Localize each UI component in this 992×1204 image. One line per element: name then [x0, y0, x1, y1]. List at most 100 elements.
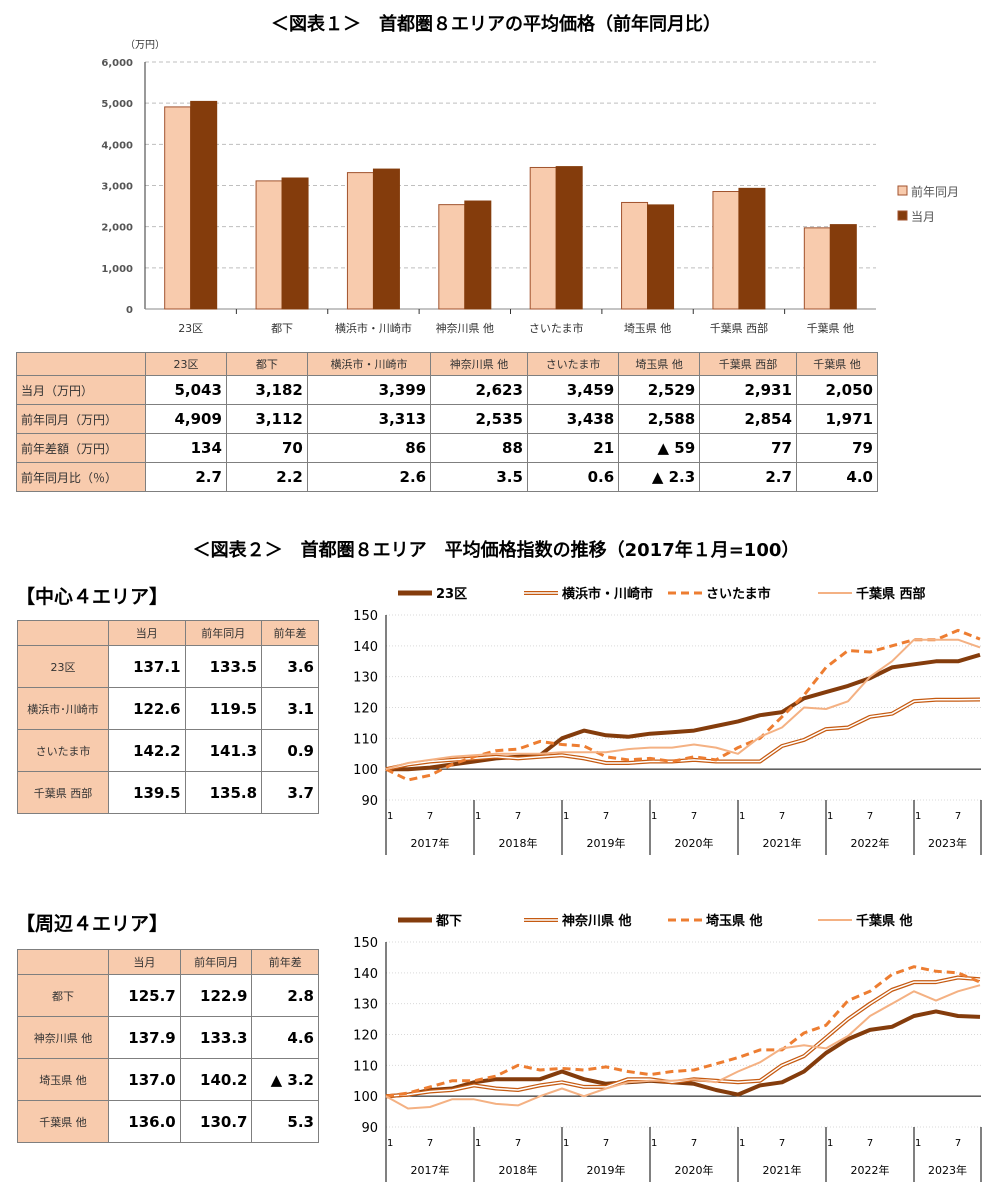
month-tick-label: 1	[651, 811, 657, 822]
y-tick-label: 110	[353, 1059, 378, 1074]
table-cell: 137.9	[108, 1016, 181, 1059]
x-category-label: 千葉県 他	[807, 321, 855, 335]
column-header: 前年差	[251, 949, 319, 975]
bar-current	[281, 177, 309, 310]
table-cell: 2,623	[430, 375, 528, 405]
year-label: 2020年	[675, 836, 714, 850]
row-label: 前年差額（万円）	[16, 433, 146, 463]
bar-current	[647, 204, 675, 310]
series-line-dashed	[385, 965, 981, 1098]
month-tick-label: 7	[603, 1138, 609, 1149]
table-cell: 133.5	[184, 645, 263, 688]
row-label: 当月（万円）	[16, 375, 146, 405]
table-cell: 125.7	[108, 974, 181, 1017]
month-tick-label: 7	[691, 811, 697, 822]
row-label: 都下	[17, 974, 109, 1017]
month-tick-label: 1	[387, 1138, 393, 1149]
column-header: 前年同月	[184, 620, 263, 646]
table-cell: 2.6	[306, 462, 432, 492]
year-label: 2022年	[851, 1163, 890, 1177]
row-label: 神奈川県 他	[17, 1016, 109, 1059]
column-header: 23区	[145, 352, 227, 376]
row-label: 千葉県 西部	[17, 771, 109, 814]
table-cell: 122.6	[108, 687, 186, 730]
table-cell: 3.5	[430, 462, 528, 492]
bar-prev-year	[255, 180, 283, 310]
table-cell: 3,112	[225, 404, 308, 434]
table-cell: 119.5	[184, 687, 263, 730]
bar-current	[372, 168, 400, 310]
y-tick-label: 100	[353, 763, 378, 778]
table-cell: 141.3	[184, 729, 263, 772]
header-row: 23区 都下 横浜市・川崎市 神奈川県 他さいたま市 埼玉県 他千葉県 西部 千葉県 他	[16, 352, 879, 376]
month-tick-label: 1	[563, 1138, 569, 1149]
y-tick-label: 90	[361, 794, 378, 809]
legend-label: 都下	[435, 913, 462, 929]
month-tick-label: 1	[563, 811, 569, 822]
legend-label: さいたま市	[706, 586, 771, 602]
table-row: 前年同月（万円） 4,909 3,112 3,313 2,535 3,438 2,588 2,…	[16, 404, 879, 434]
table-cell: 133.3	[179, 1016, 253, 1059]
header-row: 当月 前年同月 前年差	[17, 949, 319, 975]
x-category-label: さいたま市	[529, 321, 584, 335]
column-header: 当月	[108, 949, 181, 975]
month-tick-label: 7	[779, 1138, 785, 1149]
bar-prev-year	[164, 106, 192, 310]
y-tick-label: 4,000	[101, 140, 133, 151]
row-label: 23区	[17, 645, 109, 688]
header-corner	[16, 352, 146, 376]
bar-current	[829, 224, 857, 310]
row-label: さいたま市	[17, 729, 109, 772]
y-tick-label: 120	[353, 1029, 378, 1044]
table-cell: 135.8	[184, 771, 263, 814]
bar-prev-year	[712, 191, 740, 310]
table-row: 千葉県 西部 139.5 135.8 3.7	[17, 771, 319, 814]
table-cell: 2,588	[618, 404, 701, 434]
month-tick-label: 1	[915, 1138, 921, 1149]
month-tick-label: 7	[427, 811, 433, 822]
x-category-label: 千葉県 西部	[710, 321, 769, 335]
table-row: 神奈川県 他 137.9 133.3 4.6	[17, 1016, 319, 1059]
column-header: さいたま市	[526, 352, 620, 376]
y-tick-label: 150	[353, 936, 378, 951]
table-cell: ▲ 2.3	[618, 462, 701, 492]
table-cell: 3,313	[306, 404, 432, 434]
table-cell: ▲ 59	[618, 433, 701, 463]
y-tick-label: 1,000	[101, 264, 133, 275]
bar-prev-year	[438, 204, 466, 310]
table-cell: 77	[699, 433, 797, 463]
table-cell: 137.0	[108, 1058, 181, 1101]
year-label: 2022年	[851, 836, 890, 850]
series-line-light	[385, 638, 981, 771]
month-tick-label: 1	[387, 811, 393, 822]
table-row: 横浜市･川崎市 122.6 119.5 3.1	[17, 687, 319, 730]
x-category-label: 埼玉県 他	[624, 321, 672, 335]
table-cell: 122.9	[179, 974, 253, 1017]
y-tick-label: 3,000	[101, 182, 133, 193]
table-cell: 140.2	[179, 1058, 253, 1101]
center-area-table: 当月 前年同月 前年差 23区 137.1 133.5 3.6 横浜市･川崎市 122.6 119…	[17, 620, 319, 814]
table-cell: 137.1	[108, 645, 186, 688]
bar-current	[190, 100, 218, 310]
table-cell: 2.7	[699, 462, 797, 492]
table-cell: 130.7	[179, 1100, 253, 1143]
row-label: 前年同月（万円）	[16, 404, 146, 434]
month-tick-label: 1	[651, 1138, 657, 1149]
bar-prev-year	[529, 166, 557, 310]
table-cell: 88	[430, 433, 528, 463]
year-label: 2021年	[763, 836, 802, 850]
x-category-label: 23区	[178, 322, 203, 335]
month-tick-label: 7	[427, 1138, 433, 1149]
table-cell: 5.3	[251, 1100, 319, 1143]
year-label: 2018年	[499, 836, 538, 850]
column-header: 神奈川県 他	[430, 352, 528, 376]
series-line-dashed	[385, 628, 981, 782]
table-cell: 139.5	[108, 771, 186, 814]
month-tick-label: 7	[515, 811, 521, 822]
year-label: 2023年	[928, 836, 967, 850]
periph-area-table: 当月 前年同月 前年差 都下 125.7 122.9 2.8 神奈川県 他 137.9 133.3…	[17, 949, 319, 1143]
month-tick-label: 7	[515, 1138, 521, 1149]
year-label: 2018年	[499, 1163, 538, 1177]
column-header: 横浜市・川崎市	[306, 352, 432, 376]
